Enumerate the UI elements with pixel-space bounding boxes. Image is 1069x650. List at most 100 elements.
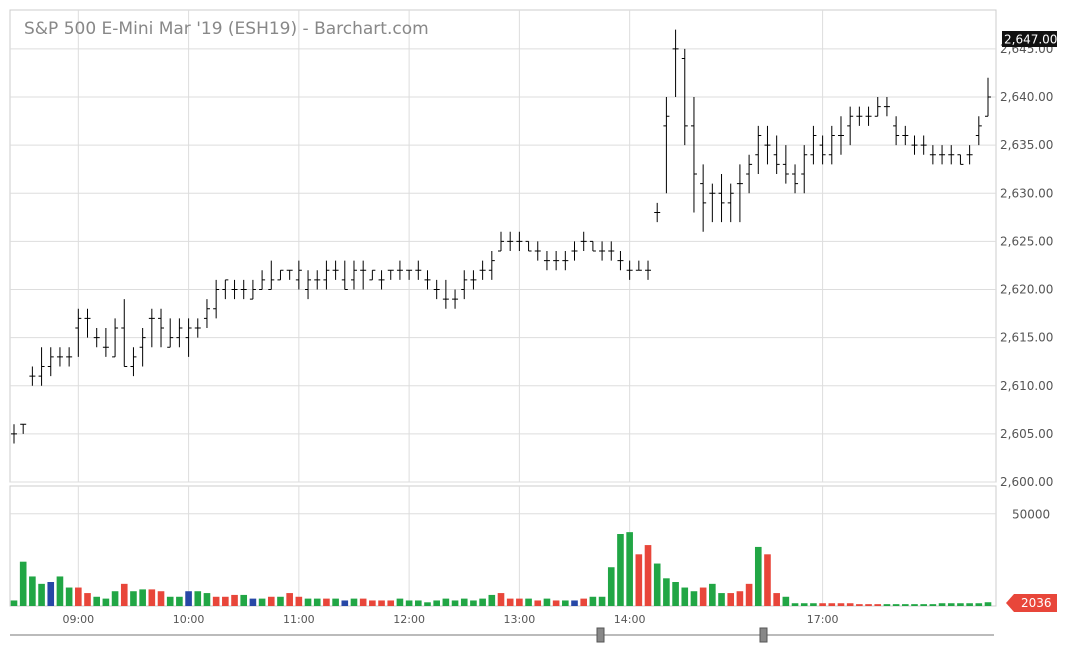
ohlc-bar [543,251,550,271]
volume-bar [920,604,927,606]
ohlc-bar [38,347,45,386]
ohlc-bar [20,423,27,434]
volume-bar [975,603,983,606]
ohlc-bar [534,241,541,261]
ohlc-bar [828,125,835,165]
volume-bar [966,603,973,606]
time-tick-label: 11:00 [283,613,315,626]
volume-bar [690,591,698,606]
price-tick-label: 2,640.00 [1000,90,1053,104]
volume-bars-layer [10,532,992,606]
volume-bar [470,600,477,606]
ohlc-bar [176,318,183,348]
price-tick-label: 2,630.00 [1000,186,1053,200]
volume-bar [479,598,486,606]
ohlc-bar [268,260,275,290]
ohlc-bar [433,279,440,300]
last-volume-flag: 2036 [1006,594,1057,612]
ohlc-bar [314,270,321,290]
price-tick-label: 2,605.00 [1000,427,1053,441]
ohlc-bar [213,279,220,319]
time-scrollbar[interactable] [10,627,994,643]
volume-bar [497,593,505,606]
volume-bar [414,600,422,606]
grid-layer [9,9,997,607]
ohlc-bar [571,241,578,261]
scrollbar-left-handle[interactable] [596,627,605,643]
volume-bar [75,587,82,606]
ohlc-bar [589,240,596,252]
volume-bar [607,567,615,606]
volume-bar [405,600,413,606]
price-tick-label: 2,615.00 [1000,331,1053,345]
ohlc-bar [966,145,973,165]
ohlc-bar [893,116,900,146]
ohlc-bar [975,116,982,146]
ohlc-bar [387,269,394,280]
ohlc-bar [736,164,743,223]
volume-bar [10,600,18,606]
volume-bar [424,602,431,606]
volume-bar [222,596,229,606]
ohlc-bar [948,145,955,165]
time-tick-label: 13:00 [504,613,536,626]
volume-bar [93,596,101,606]
ohlc-bar [442,279,449,309]
ohlc-bar [599,241,606,261]
ohlc-bar [415,260,422,280]
volume-bar [516,598,523,606]
ohlc-bar [130,347,137,377]
ohlc-bar [746,154,753,194]
volume-bar [130,591,137,606]
ohlc-bar [810,125,817,165]
time-tick-label: 09:00 [62,613,94,626]
last-volume-label: 2036 [1021,596,1052,610]
time-tick-label: 12:00 [393,613,425,626]
ohlc-bar [617,251,624,271]
last-price-label: 2,647.00 [1004,33,1057,47]
ohlc-bar [792,164,799,194]
volume-bar [571,600,578,606]
volume-bar [506,598,514,606]
volume-tick-label: 50000 [1012,508,1050,522]
price-tick-label: 2,625.00 [1000,234,1053,248]
time-tick-label: 10:00 [173,613,205,626]
axis-layer: 2,600.00 2,605.00 2,610.00 2,615.00 2,620.00… [62,42,1053,626]
ohlc-bar [305,270,312,300]
ohlc-bar [985,77,991,117]
volume-bar [617,534,624,606]
volume-bar [562,600,569,606]
ohlc-bar [249,279,256,300]
price-tick-label: 2,600.00 [1000,475,1053,489]
ohlc-bar [727,183,734,223]
volume-bar [598,596,606,606]
ohlc-bar [295,260,302,290]
volume-bar [396,598,404,606]
volume-bar [460,598,468,606]
ohlc-bar [819,135,826,165]
price-tick-label: 2,620.00 [1000,283,1053,297]
ohlc-bar [461,270,468,300]
volume-bar [727,593,735,606]
scrollbar-right-handle[interactable] [759,627,768,643]
volume-bar [525,598,532,606]
ohlc-bar [837,116,844,155]
volume-bar [203,593,211,606]
chart-title: S&P 500 E-Mini Mar '19 (ESH19) - Barchar… [24,19,429,39]
ohlc-bar [240,279,247,300]
volume-bar [846,603,854,606]
ohlc-bar [286,269,293,280]
ohlc-bar [847,106,854,146]
volume-bar [369,600,376,606]
volume-bar [938,603,946,606]
ohlc-bar [121,299,128,367]
volume-bar [874,604,882,606]
volume-bar [800,603,808,606]
volume-bar [111,591,119,606]
price-panel-frame [9,9,997,483]
volume-bar [194,591,202,606]
volume-bar [718,593,725,606]
volume-bar [911,604,918,606]
volume-bar [120,583,128,606]
